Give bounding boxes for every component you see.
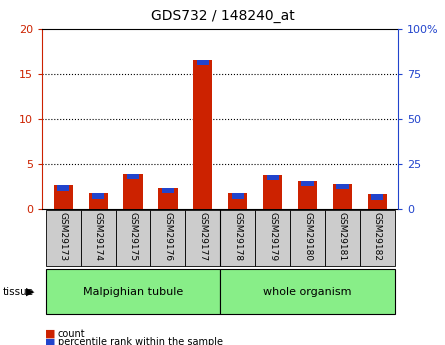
Text: ■: ■ bbox=[44, 329, 55, 339]
Bar bbox=[267, 175, 279, 180]
Text: ■: ■ bbox=[44, 337, 55, 345]
Bar bbox=[81, 210, 116, 266]
Text: GSM29178: GSM29178 bbox=[233, 213, 242, 262]
Bar bbox=[193, 60, 212, 209]
Text: ▶: ▶ bbox=[26, 287, 35, 296]
Bar bbox=[89, 194, 108, 209]
Text: GSM29173: GSM29173 bbox=[59, 213, 68, 262]
Bar bbox=[92, 194, 104, 199]
Text: GSM29179: GSM29179 bbox=[268, 213, 277, 262]
Bar bbox=[231, 194, 244, 199]
Bar bbox=[162, 188, 174, 194]
Text: GSM29176: GSM29176 bbox=[163, 213, 172, 262]
Bar bbox=[53, 185, 73, 209]
Text: percentile rank within the sample: percentile rank within the sample bbox=[58, 337, 223, 345]
Text: tissue: tissue bbox=[2, 287, 33, 296]
Bar bbox=[220, 269, 395, 314]
Text: GDS732 / 148240_at: GDS732 / 148240_at bbox=[150, 9, 295, 23]
Bar bbox=[360, 210, 395, 266]
Bar bbox=[333, 184, 352, 209]
Bar bbox=[123, 174, 142, 209]
Text: GSM29181: GSM29181 bbox=[338, 213, 347, 262]
Bar bbox=[46, 269, 220, 314]
Bar bbox=[368, 194, 387, 209]
Bar bbox=[263, 175, 282, 209]
Bar bbox=[150, 210, 186, 266]
Bar bbox=[186, 210, 220, 266]
Bar bbox=[116, 210, 150, 266]
Bar bbox=[298, 181, 317, 209]
Bar bbox=[127, 174, 139, 179]
Bar bbox=[371, 194, 384, 200]
Text: GSM29174: GSM29174 bbox=[93, 213, 103, 262]
Text: GSM29180: GSM29180 bbox=[303, 213, 312, 262]
Text: GSM29177: GSM29177 bbox=[198, 213, 207, 262]
Bar bbox=[336, 184, 348, 189]
Bar bbox=[197, 60, 209, 65]
Bar bbox=[290, 210, 325, 266]
Bar bbox=[57, 185, 69, 191]
Text: GSM29175: GSM29175 bbox=[129, 213, 138, 262]
Bar bbox=[255, 210, 290, 266]
Text: Malpighian tubule: Malpighian tubule bbox=[83, 287, 183, 296]
Bar bbox=[228, 194, 247, 209]
Bar bbox=[158, 188, 178, 209]
Text: GSM29182: GSM29182 bbox=[373, 213, 382, 262]
Text: count: count bbox=[58, 329, 85, 339]
Bar bbox=[220, 210, 255, 266]
Bar bbox=[325, 210, 360, 266]
Bar bbox=[301, 181, 314, 186]
Bar bbox=[46, 210, 81, 266]
Text: whole organism: whole organism bbox=[263, 287, 352, 296]
